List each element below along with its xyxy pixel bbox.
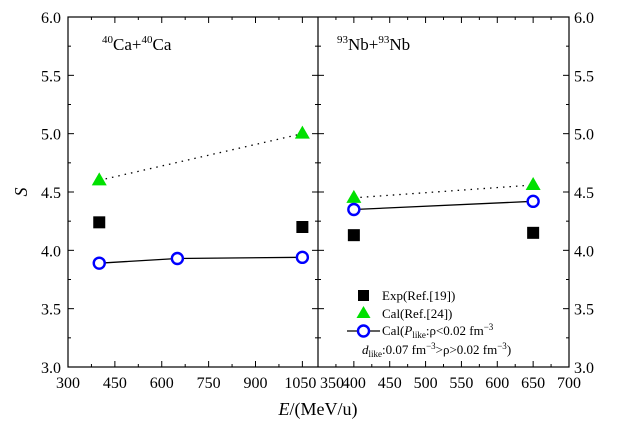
- marker-ref24: [294, 125, 310, 139]
- series-line-cal: [353, 200, 534, 211]
- x-tick-label: 750: [197, 375, 221, 392]
- series-line-ref24: [99, 133, 303, 181]
- x-tick-label: 300: [56, 375, 80, 392]
- x-tick-label: 900: [244, 375, 268, 392]
- x-tick-label: 500: [414, 375, 438, 392]
- legend-label-cal-line1: Cal(Plike:ρ<0.02 fm−3: [382, 322, 494, 340]
- marker-exp: [527, 226, 540, 239]
- right-panel-title: 93Nb+93Nb: [337, 34, 410, 54]
- legend-label-ref24: Cal(Ref.[24]): [382, 306, 452, 321]
- series-markers: [91, 125, 541, 270]
- marker-exp: [93, 216, 106, 229]
- left-panel-title: 40Ca+40Ca: [102, 34, 172, 54]
- legend-label-exp: Exp(Ref.[19]): [382, 288, 455, 303]
- y-tick-label: 4.5: [574, 185, 594, 202]
- y-tick-label: 6.0: [41, 10, 61, 27]
- marker-cal: [170, 251, 185, 266]
- marker-cal: [295, 250, 310, 265]
- y-tick-label: 5.5: [574, 68, 594, 85]
- x-tick-label: 550: [449, 375, 473, 392]
- legend-swatch-ref24: [356, 306, 371, 318]
- marker-exp: [347, 229, 360, 242]
- marker-cal: [347, 202, 361, 217]
- y-tick-label: 5.0: [41, 127, 61, 144]
- y-tick-label: 4.5: [41, 185, 61, 202]
- y-tick-label: 4.0: [574, 243, 594, 260]
- y-tick-label: 3.5: [41, 302, 61, 319]
- legend: Exp(Ref.[19]) Cal(Ref.[24]) Cal(Plike:ρ<…: [347, 288, 511, 359]
- legend-swatch-cal-marker: [356, 324, 371, 338]
- x-tick-label: 700: [557, 375, 581, 392]
- axis-ticks: [67, 16, 570, 368]
- y-tick-label: 3.0: [574, 360, 594, 377]
- marker-cal: [526, 194, 540, 209]
- y-tick-label: 4.0: [41, 243, 61, 260]
- axis-tick-labels: 300 450 600 750 900 1050 3.0 3.5 4.0 4.5 5.0 5.5 6.0…: [41, 10, 594, 392]
- x-tick-label: 600: [485, 375, 509, 392]
- y-tick-label: 6.0: [574, 10, 594, 27]
- x-tick-label: 450: [378, 375, 402, 392]
- y-tick-label: 3.0: [41, 360, 61, 377]
- legend-swatch-exp: [358, 290, 369, 301]
- x-tick-label: 650: [521, 375, 545, 392]
- marker-ref24: [525, 177, 541, 190]
- x-tick-label: 350: [320, 375, 344, 392]
- x-tick-label: 400: [342, 375, 366, 392]
- series-lines: [99, 133, 534, 264]
- x-tick-label: 600: [150, 375, 174, 392]
- marker-ref24: [346, 189, 362, 203]
- marker-cal: [92, 256, 106, 270]
- x-axis-label: E/(MeV/u): [278, 399, 358, 420]
- x-tick-label: 1050: [284, 375, 316, 392]
- series-line-cal: [99, 256, 303, 264]
- x-tick-label: 450: [103, 375, 127, 392]
- y-axis-label: S: [11, 188, 31, 197]
- y-tick-label: 5.0: [574, 127, 594, 144]
- y-tick-label: 5.5: [41, 68, 61, 85]
- marker-ref24: [91, 172, 107, 186]
- series-line-ref24: [353, 184, 534, 199]
- marker-exp: [296, 221, 309, 233]
- y-tick-label: 3.5: [574, 302, 594, 319]
- legend-label-cal-line2: dlike:0.07 fm−3>ρ>0.02 fm−3): [362, 341, 511, 359]
